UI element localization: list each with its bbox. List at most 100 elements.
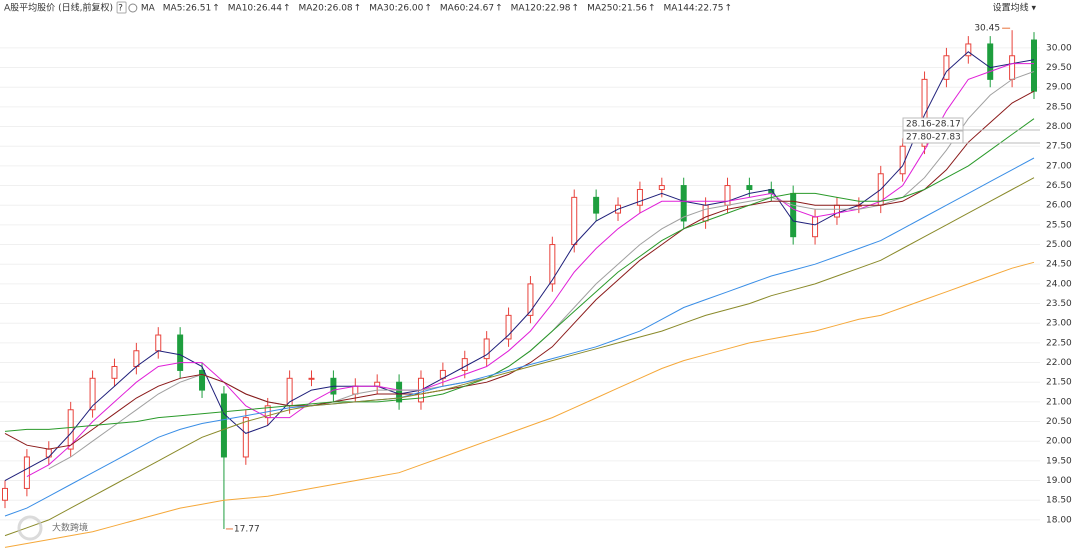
legend-entry: MA20:26.08 <box>298 4 352 14</box>
range-box <box>902 130 964 144</box>
candle-body <box>680 185 687 222</box>
candle-body <box>1009 55 1016 80</box>
legend-trend: ↑ <box>495 4 503 14</box>
ma-line <box>48 71 1035 470</box>
candle-body <box>593 196 600 214</box>
y-tick-label: 25.00 <box>1046 240 1072 250</box>
legend-trend: ↑ <box>283 4 291 14</box>
y-tick-label: 27.00 <box>1046 161 1072 171</box>
y-tick-label: 22.00 <box>1046 358 1072 368</box>
candle-body <box>483 338 490 360</box>
candle-body <box>89 377 96 411</box>
help-icon: ? <box>118 4 123 14</box>
range-label: 28.16-28.17 <box>906 120 961 130</box>
settings-button[interactable]: 设置均线 ▾ <box>993 2 1037 14</box>
candle-body <box>67 409 74 450</box>
candle-body <box>374 381 381 387</box>
y-tick-label: 22.50 <box>1046 338 1072 348</box>
candle-body <box>812 216 819 238</box>
ma-line <box>4 177 1035 537</box>
y-tick-label: 18.50 <box>1046 496 1072 506</box>
candle-body <box>549 244 556 285</box>
candle-body <box>987 43 994 80</box>
candle-body <box>111 365 118 379</box>
ma-label: MA <box>141 4 156 14</box>
legend-trend: ↑ <box>424 4 432 14</box>
y-tick-label: 30.00 <box>1046 43 1072 53</box>
legend-subtitle: (日线,前复权) <box>58 2 113 14</box>
candle-body <box>23 456 30 489</box>
annotation-low: 17.77 <box>234 524 260 534</box>
y-tick-label: 20.50 <box>1046 417 1072 427</box>
candle-body <box>702 204 709 222</box>
y-tick-label: 23.00 <box>1046 319 1072 329</box>
y-tick-label: 21.00 <box>1046 397 1072 407</box>
candle-body <box>396 381 403 403</box>
y-tick-label: 21.50 <box>1046 378 1072 388</box>
candle-body <box>636 188 643 206</box>
y-tick-label: 26.00 <box>1046 201 1072 211</box>
y-tick-label: 25.50 <box>1046 220 1072 230</box>
candle-body <box>308 377 315 380</box>
candle-body <box>921 78 928 147</box>
legend-trend: ↑ <box>354 4 362 14</box>
range-label: 27.80-27.83 <box>906 133 961 143</box>
candle-body <box>833 204 840 218</box>
legend-entry: MA5:26.51 <box>163 4 211 14</box>
watermark: 大数跨境 <box>52 522 88 534</box>
candle-body <box>899 145 906 175</box>
candle-body <box>965 43 972 57</box>
annotation-high: 30.45 <box>974 24 1000 34</box>
candle-body <box>790 192 797 238</box>
help-box <box>116 1 127 14</box>
candle-body <box>242 417 249 458</box>
ma-line <box>4 90 1035 450</box>
candle-body <box>505 314 512 340</box>
y-tick-label: 28.50 <box>1046 102 1072 112</box>
candle-body <box>155 334 162 352</box>
legend-entry: MA144:22.75 <box>664 4 724 14</box>
y-tick-label: 23.50 <box>1046 299 1072 309</box>
y-tick-label: 18.00 <box>1046 515 1072 525</box>
ma-line <box>4 51 1035 482</box>
ma-line <box>4 118 1035 432</box>
y-tick-label: 24.50 <box>1046 260 1072 270</box>
legend-trend: ↑ <box>648 4 656 14</box>
candle-body <box>461 358 468 371</box>
legend-entry: MA120:22.98 <box>511 4 571 14</box>
watermark-logo <box>17 515 43 541</box>
candle-body <box>199 369 206 391</box>
candle-body <box>571 196 578 246</box>
legend-trend: ↑ <box>724 4 732 14</box>
y-tick-label: 19.50 <box>1046 456 1072 466</box>
plot-area <box>2 30 1037 548</box>
ma-line <box>4 157 1035 517</box>
range-box <box>902 117 964 131</box>
y-tick-label: 20.00 <box>1046 437 1072 447</box>
candle-body <box>658 185 665 190</box>
candle-body <box>220 393 227 458</box>
settings-icon <box>128 3 138 13</box>
legend-entry: MA60:24.67 <box>440 4 494 14</box>
ma-line <box>26 63 1034 478</box>
legend-title: A股平均股价 <box>4 2 55 14</box>
y-tick-label: 29.00 <box>1046 83 1072 93</box>
y-tick-label: 29.50 <box>1046 63 1072 73</box>
y-tick-label: 27.50 <box>1046 142 1072 152</box>
legend-entry: MA30:26.00 <box>369 4 423 14</box>
candle-body <box>943 55 950 80</box>
ma-line <box>4 261 1035 548</box>
legend-trend: ↑ <box>212 4 220 14</box>
y-tick-label: 28.00 <box>1046 122 1072 132</box>
candle-body <box>133 350 140 367</box>
legend-trend: ↑ <box>572 4 580 14</box>
candle-body <box>527 283 534 316</box>
candle-body <box>2 487 8 501</box>
candle-body <box>746 185 753 190</box>
candle-body <box>352 385 359 395</box>
candle-body <box>177 334 184 371</box>
legend-entry: MA10:26.44 <box>228 4 282 14</box>
candle-body <box>1031 39 1037 92</box>
legend-entry: MA250:21.56 <box>587 4 647 14</box>
